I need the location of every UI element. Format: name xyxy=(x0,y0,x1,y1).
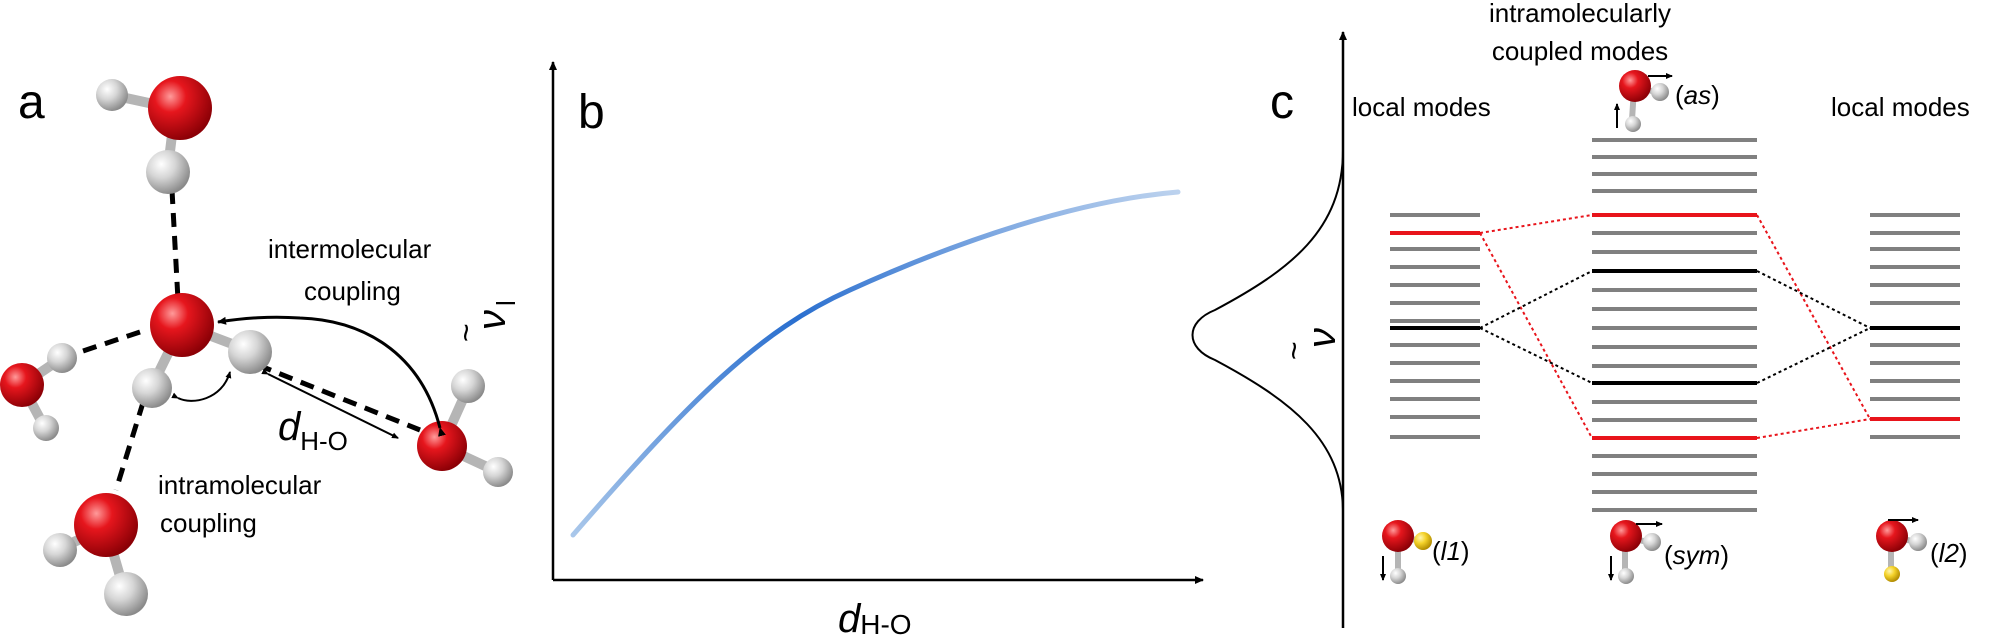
intramolecular-coupling-arrow xyxy=(171,371,232,402)
mode-as-molecule xyxy=(1614,70,1673,132)
svg-text:~: ~ xyxy=(1276,341,1312,360)
left-title: local modes xyxy=(1352,92,1491,122)
intermolecular-label-line2: coupling xyxy=(304,276,401,306)
distance-arrow xyxy=(261,368,399,439)
water-molecule-central xyxy=(132,293,272,408)
black-correlation-lines xyxy=(1479,270,1871,384)
distance-label: dH-O xyxy=(278,405,348,456)
panel-b: b ν ~ l dH-O xyxy=(448,61,1204,638)
center-coupled-levels xyxy=(1592,138,1757,512)
frequency-curve xyxy=(570,189,1181,538)
panel-a-label: a xyxy=(18,76,45,129)
hydrogen-atom xyxy=(483,457,513,487)
oxygen-atom xyxy=(0,363,44,407)
hydrogen-atom xyxy=(33,415,59,441)
hydrogen-atom xyxy=(96,79,128,111)
mode-as-label: (as) xyxy=(1675,80,1720,110)
svg-text:l: l xyxy=(491,300,521,306)
oxygen-atom xyxy=(417,421,467,471)
h-bond-top xyxy=(169,189,181,301)
intermolecular-coupling-arrow xyxy=(217,315,446,437)
svg-text:~: ~ xyxy=(448,323,484,342)
intramolecular-label-line1: intramolecular xyxy=(158,470,322,500)
mode-l1-label: (l1) xyxy=(1432,536,1470,566)
left-local-levels xyxy=(1390,213,1480,439)
mode-sym-label: (sym) xyxy=(1664,540,1729,570)
oxygen-atom xyxy=(150,293,214,357)
intermolecular-label-line1: intermolecular xyxy=(268,234,432,264)
hydrogen-atom xyxy=(104,572,148,616)
mode-sym-molecule xyxy=(1608,520,1663,584)
panel-c: c ν ~ local modes local modes intramolec… xyxy=(1191,0,1970,628)
panel-c-label: c xyxy=(1270,76,1294,129)
right-local-levels xyxy=(1870,213,1960,439)
panel-b-label: b xyxy=(578,86,605,139)
mode-l2-label: (l2) xyxy=(1930,538,1968,568)
center-title-line1: intramolecularly xyxy=(1489,0,1671,28)
h-bond-bottom xyxy=(113,379,153,491)
hydrogen-atom xyxy=(132,368,172,408)
oxygen-atom xyxy=(148,76,212,140)
y-axis-label: ν ~ l xyxy=(448,300,521,342)
svg-text:ν: ν xyxy=(470,310,514,330)
hydrogen-atom xyxy=(43,533,77,567)
oxygen-atom xyxy=(74,493,138,557)
water-molecule-top xyxy=(96,76,212,194)
right-title: local modes xyxy=(1831,92,1970,122)
mode-l2-molecule xyxy=(1876,517,1927,582)
mode-l1-molecule xyxy=(1380,520,1432,584)
hydrogen-atom xyxy=(228,330,272,374)
center-title-line2: coupled modes xyxy=(1492,36,1668,66)
frequency-distribution-curve xyxy=(1191,149,1344,513)
x-axis-label: dH-O xyxy=(838,597,912,638)
svg-text:ν: ν xyxy=(1300,328,1344,348)
intramolecular-label-line2: coupling xyxy=(160,508,257,538)
red-correlation-lines xyxy=(1479,214,1871,439)
hydrogen-atom xyxy=(451,369,485,403)
panel-a: a xyxy=(0,76,513,616)
water-molecule-left xyxy=(0,343,77,441)
frequency-axis-label: ν ~ xyxy=(1276,328,1344,360)
hydrogen-atom xyxy=(47,343,77,373)
h-bond-left xyxy=(61,329,141,361)
water-molecule-right xyxy=(417,369,513,487)
hydrogen-atom xyxy=(146,150,190,194)
water-molecule-bottom xyxy=(43,493,148,616)
